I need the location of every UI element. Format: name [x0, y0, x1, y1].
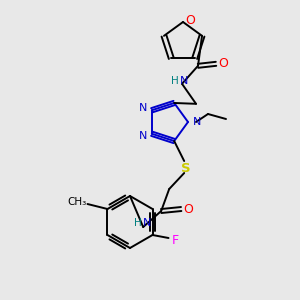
Text: O: O — [218, 57, 228, 70]
Text: H: H — [134, 218, 142, 228]
Text: H: H — [171, 76, 179, 86]
Text: O: O — [185, 14, 195, 28]
Text: N: N — [139, 131, 147, 141]
Text: S: S — [182, 161, 191, 175]
Text: N: N — [193, 117, 201, 127]
Text: N: N — [139, 103, 147, 113]
Text: F: F — [172, 233, 179, 247]
Text: CH₃: CH₃ — [68, 197, 87, 207]
Text: O: O — [183, 202, 193, 215]
Text: N: N — [143, 218, 152, 228]
Text: N: N — [180, 76, 188, 86]
